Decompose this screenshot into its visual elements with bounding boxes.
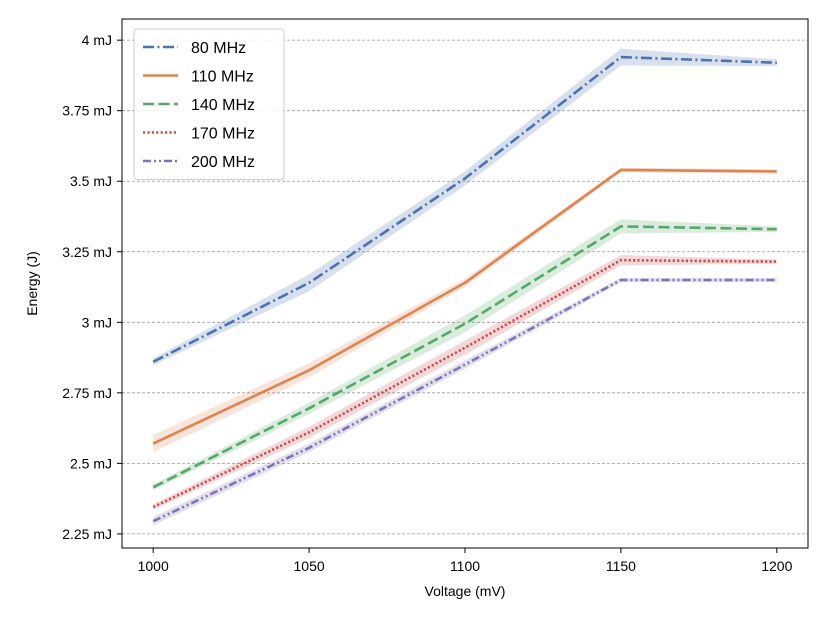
x-tick-label: 1200 [761,558,792,574]
y-tick-label: 2.25 mJ [62,526,112,542]
legend-entry-1: 110 MHz [191,69,254,86]
y-axis-label: Energy (J) [24,251,40,316]
line-series-3 [152,258,777,509]
x-tick-label: 1150 [606,558,636,574]
y-tick-label: 3.25 mJ [62,244,112,260]
x-tick-label: 1050 [294,558,325,574]
x-axis-ticks: 1000 1050 1100 1150 1200 [138,548,793,574]
band-series-3 [153,255,777,510]
line-series-1 [152,168,777,445]
legend-entry-3: 170 MHz [191,126,255,143]
legend-box [133,28,285,180]
x-tick-label: 1000 [138,558,169,574]
x-axis-label: Voltage (mV) [425,583,506,599]
y-axis-ticks: 2.25 mJ 2.5 mJ 2.75 mJ 3 mJ 3.25 mJ 3.5 mJ 3.7… [62,32,122,542]
band-series-0 [153,48,777,366]
y-gridlines [122,39,808,535]
line-series-0 [152,55,777,363]
legend: 80 MHz 110 MHz 140 MHz 170 MHz 200 MHz [133,28,285,180]
legend-entry-2: 140 MHz [191,97,255,114]
y-tick-label: 2.75 mJ [62,385,112,401]
y-tick-label: 3.75 mJ [62,103,112,119]
confidence-bands [153,48,777,526]
legend-entry-0: 80 MHz [191,40,246,57]
y-tick-label: 3 mJ [82,314,112,330]
series-lines [152,55,777,523]
y-tick-label: 3.5 mJ [70,173,112,189]
x-tick-label: 1100 [450,558,480,574]
legend-entry-4: 200 MHz [191,154,255,171]
y-tick-label: 4 mJ [82,32,112,48]
y-tick-label: 2.5 mJ [70,455,112,471]
line-series-2 [152,225,777,489]
line-series-4 [152,278,777,523]
